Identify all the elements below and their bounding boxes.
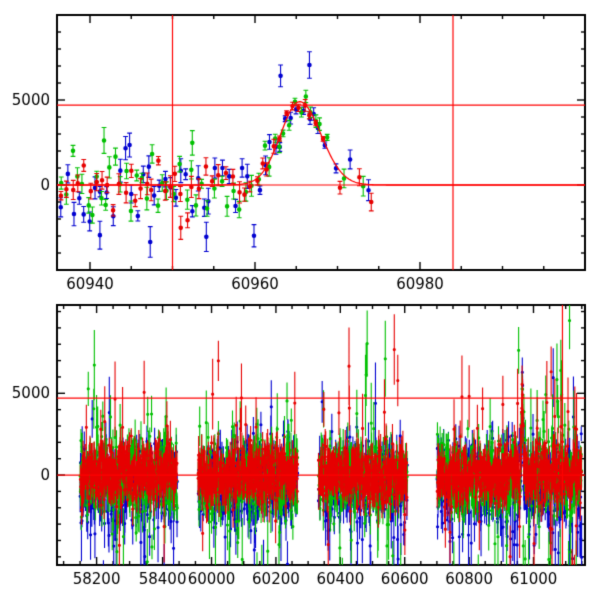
full-light-curve-panel[interactable] — [0, 300, 600, 600]
zoomed-light-curve-panel[interactable] — [0, 0, 600, 300]
